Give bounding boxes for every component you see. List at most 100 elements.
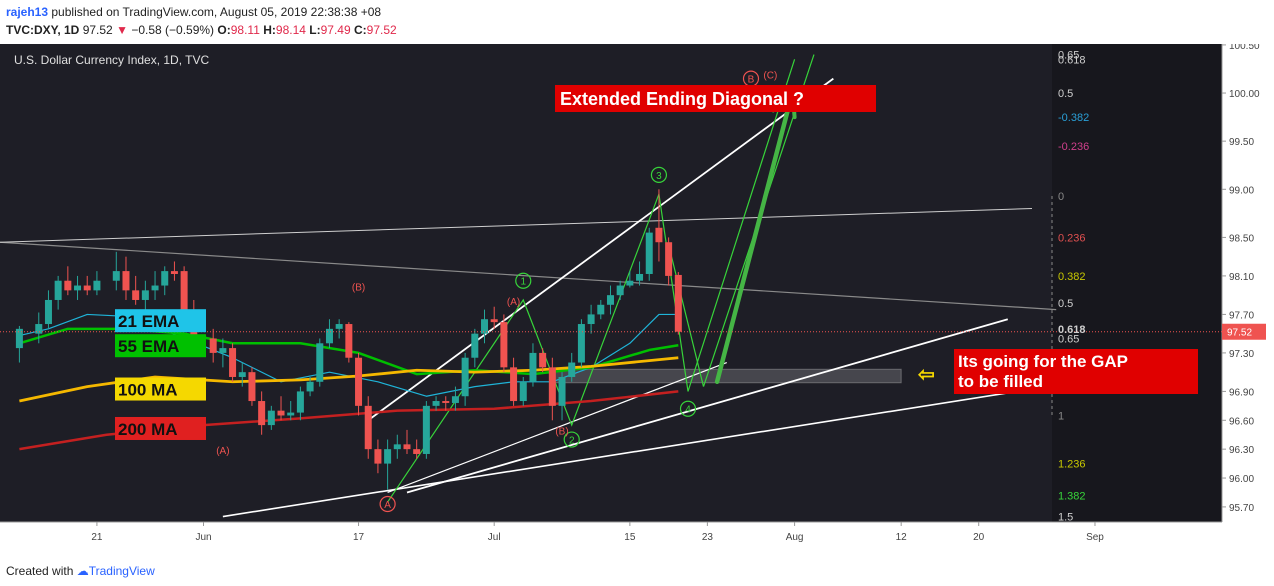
candle [461,352,469,406]
candle-body [674,274,682,332]
fib-level-label: 1.5 [1058,512,1073,524]
ma-label-box [115,377,206,401]
candle-body [558,376,566,406]
candle [74,275,82,300]
candle [93,271,101,296]
author-link[interactable]: rajeh13 [6,5,49,19]
y-tick-label: 100.50 [1229,44,1260,52]
candle [481,309,489,344]
candle [132,275,140,305]
candle [558,372,566,421]
candle-body [74,285,82,291]
wave-text-label: (C) [763,71,777,82]
candle [345,322,353,363]
chart-title: U.S. Dollar Currency Index, 1D, TVC [14,53,210,67]
open-value: 98.11 [230,23,260,37]
candle-body [364,405,372,450]
candle [355,352,363,416]
candle [209,328,217,363]
wave-text-label: (A) [216,446,229,457]
candle [645,227,653,281]
y-axis-area [1222,44,1274,558]
candle [267,405,275,430]
fib-level-label: 0.236 [1058,232,1086,244]
symbol-info: TVC:DXY, 1D 97.52 ▼ −0.58 (−0.59%) O:98.… [6,23,397,37]
candle-body [519,381,527,402]
candle-body [93,280,101,291]
candle-body [374,449,382,464]
candle [219,338,227,368]
tradingview-brand-link[interactable]: TradingView [88,564,155,578]
y-tick-label: 96.30 [1229,445,1254,456]
candle [170,261,178,281]
ma-label-box [115,416,206,440]
candle-body [219,348,227,353]
publish-text: published on TradingView.com, August 05,… [51,5,382,19]
candle-body [636,273,644,281]
last-price-tag: 97.52 [1222,323,1266,340]
created-with-text: Created with [6,564,74,578]
candle-body [122,271,130,291]
x-tick-label: Jul [488,532,501,543]
candle-body [316,343,324,382]
candle-body [451,396,459,403]
candle-body [539,352,547,368]
candle [15,325,23,363]
candle-body [403,444,411,450]
wave-text-label: (A) [507,297,520,308]
candle-body [665,242,673,276]
fib-level-label: 0.5 [1058,298,1073,310]
publish-info: rajeh13 published on TradingView.com, Au… [6,5,381,19]
price-chart[interactable]: 0.650.6180.5-0.382-0.23600.2360.3820.50.… [0,44,1274,558]
candle [316,338,324,387]
candle [519,376,527,406]
symbol-name: TVC:DXY, 1D [6,23,80,37]
fib-level-label: 1.236 [1058,459,1086,471]
last-price-value: 97.52 [1227,328,1252,339]
candle-body [287,412,295,416]
high-label: H: [263,23,276,37]
low-value: 97.49 [320,23,351,37]
wave-marker-2: 2 [563,431,580,448]
candle-body [461,357,469,397]
x-tick-label: 23 [702,532,714,543]
candle-body [35,324,43,334]
candle [35,312,43,344]
candle [490,306,498,329]
wave-label: 3 [656,171,662,182]
ma-label-text: 55 EMA [118,337,179,356]
y-tick-label: 97.30 [1229,349,1254,360]
wave-circle [679,400,697,417]
candle-body [500,322,508,368]
candle [442,396,450,411]
wave-circle [563,431,580,448]
gap-arrow-icon: ⇦ [918,364,935,386]
x-tick-label: Jun [195,532,211,543]
candle-body [248,372,256,402]
x-axis-area [0,522,1222,558]
candle [636,261,644,286]
fib-level-label: -0.236 [1058,141,1089,153]
inner-support-line [387,361,727,494]
candle-body [655,227,663,243]
candle [364,396,372,459]
candle-body [510,367,518,402]
x-tick-label: Aug [786,532,804,543]
fib-level-label: 1.382 [1058,490,1086,502]
candle-body [54,280,62,300]
candle-body [296,391,304,413]
tradingview-logo-icon: ☁ [76,564,89,578]
candle [626,271,634,288]
wave-label: 4 [685,405,691,416]
candle [238,362,246,387]
lower-channel-line [406,318,1009,494]
candle [44,290,52,329]
y-tick-label: 99.50 [1229,137,1254,148]
ma-label: 100 MA [115,377,206,401]
fib-level-label: 0.618 [1058,54,1086,66]
future-area [1052,44,1222,522]
wave-label: 1 [520,277,526,288]
candle [451,386,459,411]
candle-body [258,401,266,426]
low-label: L: [309,23,321,37]
